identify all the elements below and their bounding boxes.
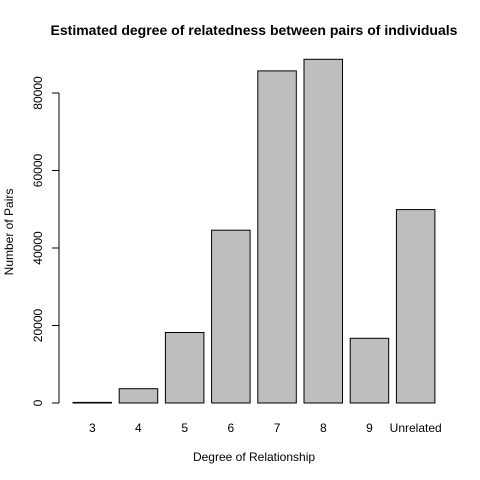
bar-7 [257,70,297,404]
bars-group [72,58,436,404]
bar-6 [211,229,251,404]
bar-9 [349,337,390,404]
bar-5 [164,332,205,404]
x-tick-label: 7 [274,421,281,435]
bar-8 [303,58,343,404]
x-tick-label: 9 [366,421,373,435]
y-tick-label: 60000 [31,153,45,187]
x-axis-label: Degree of Relationship [193,450,315,464]
y-tick-label: 20000 [31,308,45,342]
y-tick-label: 0 [31,399,45,406]
x-tick-label: 4 [135,421,142,435]
bar-4 [118,388,159,404]
x-tick-label: Unrelated [390,421,442,435]
bar-3 [72,401,112,404]
bar-unrelated [395,209,436,404]
chart-title: Estimated degree of relatedness between … [51,22,458,38]
y-axis: 0 20000 40000 60000 80000 [31,76,60,406]
y-axis-label: Number of Pairs [2,189,16,276]
x-tick-label: 3 [89,421,96,435]
x-tick-label: 5 [181,421,188,435]
y-tick-label: 80000 [31,76,45,110]
x-axis-tick-labels: 3 4 5 6 7 8 9 Unrelated [89,421,442,435]
x-tick-label: 6 [228,421,235,435]
x-tick-label: 8 [320,421,327,435]
y-tick-label: 40000 [31,231,45,265]
